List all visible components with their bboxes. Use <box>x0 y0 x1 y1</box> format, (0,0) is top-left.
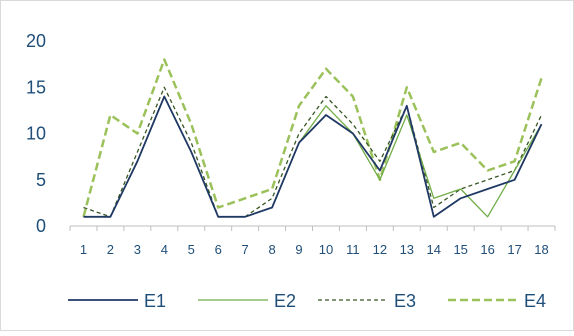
x-tick-label: 3 <box>134 242 141 257</box>
x-tick-label: 17 <box>507 242 521 257</box>
y-tick-label: 0 <box>36 216 46 236</box>
x-tick-label: 11 <box>346 242 360 257</box>
x-tick-label: 18 <box>534 242 548 257</box>
series-line-e4 <box>82 58 543 218</box>
series-layer <box>82 58 543 218</box>
x-tick-label: 2 <box>107 242 114 257</box>
x-tick-label: 4 <box>161 242 168 257</box>
x-axis: 1 2 3 4 5 6 7 8 9 10 11 12 13 14 15 16 17 18 <box>69 225 556 257</box>
legend-label-e4: E4 <box>524 291 546 311</box>
x-tick-label: 9 <box>295 242 302 257</box>
legend-label-e3: E3 <box>394 291 416 311</box>
series-line-e1 <box>83 95 543 218</box>
y-tick-label: 5 <box>36 170 46 190</box>
x-tick-label: 15 <box>453 242 467 257</box>
x-tick-label: 13 <box>400 242 414 257</box>
legend-label-e1: E1 <box>144 291 166 311</box>
x-tick-label: 12 <box>373 242 387 257</box>
y-tick-label: 20 <box>26 31 46 51</box>
y-tick-label: 15 <box>26 77 46 97</box>
legend: E1 E2 E3 E4 <box>68 291 546 311</box>
legend-label-e2: E2 <box>274 291 296 311</box>
x-tick-label: 10 <box>319 242 333 257</box>
y-tick-label: 10 <box>26 124 46 144</box>
y-axis: 0 5 10 15 20 <box>26 31 46 236</box>
x-tick-label: 6 <box>215 242 222 257</box>
x-tick-label: 7 <box>242 242 249 257</box>
x-tick-label: 16 <box>480 242 494 257</box>
series-line-e3 <box>83 86 543 218</box>
x-tick-label: 8 <box>268 242 275 257</box>
x-tick-label: 1 <box>80 242 87 257</box>
x-tick-label: 14 <box>427 242 441 257</box>
x-tick-label: 5 <box>188 242 195 257</box>
